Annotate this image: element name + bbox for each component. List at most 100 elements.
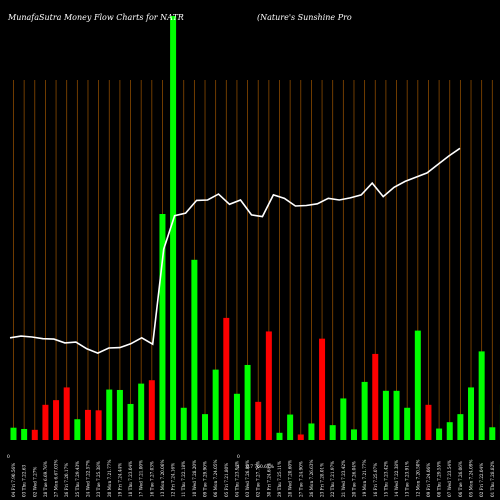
x-tick-label: 05 Mon 7.24.09% [469, 460, 474, 497]
money-flow-bar [212, 369, 219, 440]
money-flow-bar [457, 414, 464, 440]
money-flow-bar [436, 428, 443, 440]
x-tick-label: 11 Thu 7.22.18% [181, 461, 186, 497]
x-tick-label: 13 Tue 7.23.91% [405, 461, 410, 497]
x-tick-label: 06 Mon 7.24.05% [213, 460, 218, 497]
annotation-3: 0.7 760.67% [246, 465, 274, 470]
money-flow-bar [138, 383, 145, 440]
x-tick-label: 04 Fri 7.90.56% [11, 463, 16, 497]
money-flow-bar [446, 422, 453, 440]
x-tick-label: 07 Wed 7.23.54% [447, 460, 452, 497]
money-flow-bar [21, 428, 28, 440]
money-flow-bar [382, 390, 389, 440]
money-flow-bar [287, 414, 294, 440]
x-tick-label: 03 Thu 7.22.63 [22, 465, 27, 497]
chart-title: MunafaSutra Money Flow Charts for NATR [7, 13, 184, 22]
money-flow-bar [53, 400, 60, 440]
money-flow-bar [63, 387, 70, 440]
money-flow-bar [148, 380, 155, 440]
money-flow-bar [350, 429, 357, 440]
money-flow-bar [319, 338, 326, 440]
x-tick-label: 19 Mon 7.21.77% [362, 460, 367, 497]
money-flow-bar [425, 404, 432, 440]
x-tick-label: 26 Mon 7.26.63% [309, 460, 314, 497]
x-tick-label: 12 Mon 7.20.50% [415, 460, 420, 497]
x-tick-label: 22 Thu 7.21.97% [330, 461, 335, 497]
chart-title-company: (Nature's Sunshine Pro [257, 13, 352, 22]
money-flow-bar [478, 351, 485, 440]
money-flow-bar [42, 404, 49, 440]
x-tick-label: 27 Mon 6.67.03% [54, 460, 59, 497]
annotation-2: 1 [237, 465, 240, 470]
money-flow-bar [106, 389, 113, 440]
x-tick-label: 02 Tue 7.27.76% [256, 461, 261, 497]
annotation-0: 0 [7, 455, 10, 460]
money-flow-bar [159, 214, 166, 440]
x-tick-label: 30 Fri 7.24.64% [266, 463, 271, 497]
x-tick-labels: 04 Fri 7.90.56% 03 Thu 7.22.63 02 Wed 7.27… [11, 460, 495, 497]
money-flow-bar [414, 330, 421, 440]
money-flow-bar [116, 389, 123, 440]
money-flow-bar [233, 393, 240, 440]
money-flow-line [9, 147, 461, 354]
money-flow-bar [468, 387, 475, 440]
money-flow-bar [127, 403, 134, 440]
money-flow-bar [202, 414, 209, 440]
money-flow-bar [31, 429, 38, 440]
x-tick-label: 17 Wed 7.21.00% [139, 460, 144, 497]
money-flow-bar [329, 425, 336, 440]
money-flow-bar [489, 427, 496, 440]
x-tick-label: 23 Fri 7.28.01% [320, 463, 325, 497]
x-tick-label: 28 Tue 6.69.76% [43, 461, 48, 497]
x-tick-label: 14 Wed 7.22.38% [394, 460, 399, 497]
x-tick-label: 09 Fri 7.24.06% [426, 463, 431, 497]
x-tick-label: 10 Wed 7.28.20% [192, 460, 197, 497]
x-tick-label: 09 Tue 7.29.90% [203, 461, 208, 497]
x-tick-label: 29 Thu 7.25.11% [277, 461, 282, 497]
x-tick-label: 02 Fri 7.22.04% [479, 463, 484, 497]
x-tick-label: 20 Tue 7.26.04% [351, 461, 356, 497]
money-flow-bar [170, 16, 177, 440]
x-tick-label: 12 Fri 7.24.16% [171, 463, 176, 497]
x-tick-label: 08 Thu 7.29.55% [437, 461, 442, 497]
money-flow-bar [276, 432, 283, 440]
money-flow-line-layer [9, 147, 461, 354]
money-flow-bar [223, 317, 230, 440]
bars [10, 16, 500, 440]
x-tick-label: 04 Thu 7.23.94% [234, 461, 239, 497]
x-tick-label: 02 Wed 7.27% [32, 467, 37, 497]
money-flow-bar [372, 353, 379, 440]
x-tick-label: 15 Thu 7.23.42% [383, 461, 388, 497]
money-flow-bar [297, 434, 304, 440]
x-tick-label: 06 Tue 7.26.06% [458, 461, 463, 497]
money-flow-bar [191, 259, 198, 440]
x-tick-label: 18 Thu 7.23.04% [128, 461, 133, 497]
x-tick-label: 27 Tue 7.24.90% [298, 461, 303, 497]
x-tick-label: 16 Fri 7.25.07% [373, 463, 378, 497]
money-flow-bar [404, 407, 411, 440]
money-flow-bar [74, 419, 81, 440]
money-flow-bar [393, 390, 400, 440]
money-flow-bar [361, 381, 368, 440]
money-flow-bar [84, 409, 91, 440]
x-tick-label: 03 Wed 7.26.08% [245, 460, 250, 497]
x-tick-label: 28 Wed 7.20.60% [288, 460, 293, 497]
money-flow-bar [180, 407, 187, 440]
x-tick-label: 21 Wed 7.23.42% [341, 460, 346, 497]
x-tick-label: 26 Fri 7.20.17% [64, 463, 69, 497]
money-flow-bar [308, 423, 315, 440]
money-flow-bar [244, 364, 251, 440]
money-flow-bar [95, 410, 102, 440]
x-tick-label: 20 Mon 7.21.77% [107, 460, 112, 497]
x-tick-label: 23 Tue 7.25.38% [96, 461, 101, 497]
x-tick-label: 13 Mon 7.20.06% [160, 460, 165, 497]
x-tick-label: 25 Thu 7.29.43% [75, 461, 80, 497]
x-tick-label: 05 Fri 7.21.80% [224, 463, 229, 497]
money-flow-bar [340, 398, 347, 440]
annotation-1: 0 [237, 455, 240, 460]
x-tick-label: 01 Thu 7.28.82% [490, 461, 495, 497]
x-tick-label: 19 Fri 7.24.44% [117, 463, 122, 497]
x-tick-label: 24 Wed 7.22.57% [85, 460, 90, 497]
money-flow-bar [255, 401, 262, 440]
